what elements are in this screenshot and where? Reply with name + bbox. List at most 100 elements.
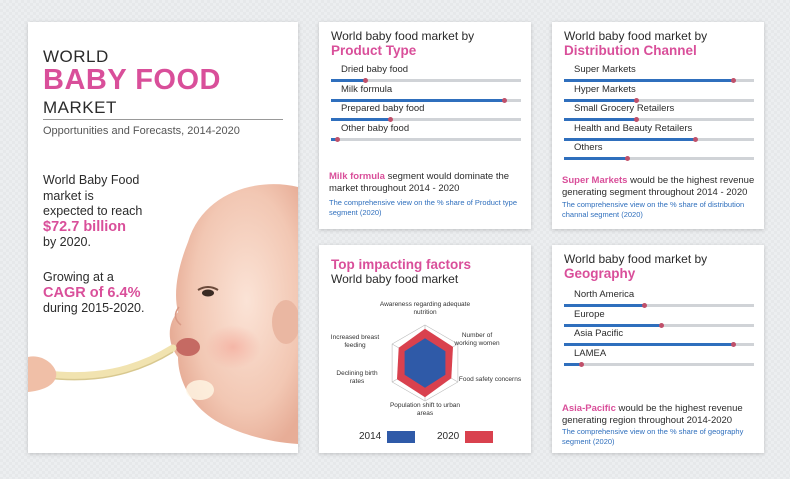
market-size-value: $72.7 billion: [43, 218, 126, 235]
bar: [564, 323, 661, 327]
bar-end-marker: [731, 78, 737, 83]
bar-row: Dried baby food: [331, 64, 521, 86]
bar-end-marker: [641, 303, 647, 308]
geography-card-title-accent: Geography: [564, 266, 636, 281]
bar-track: [564, 78, 754, 83]
headline-card: WORLD BABY FOOD MARKET Opportunities and…: [28, 22, 298, 453]
product-card-title-accent: Product Type: [331, 43, 417, 58]
cagr-line1: Growing at a: [43, 270, 114, 284]
cagr-value: CAGR of 6.4%: [43, 284, 141, 301]
bar-row: Hyper Markets: [564, 84, 754, 106]
bar-track: [564, 361, 754, 367]
bar-end-marker: [501, 97, 507, 103]
bar: [331, 118, 390, 121]
divider: [43, 119, 283, 120]
bar-track: [564, 322, 754, 328]
bar: [331, 98, 504, 102]
geography-note-text: would be the highest revenue generating …: [562, 403, 743, 426]
market-size-line2: market is: [43, 188, 94, 203]
bar-end-marker: [658, 322, 664, 328]
product-note: Milk formula segment would dominate the …: [329, 171, 524, 195]
bar-label: Europe: [574, 308, 605, 320]
market-size-text: World Baby Food market is expected to re…: [43, 173, 183, 251]
distribution-note: Super Markets would be the highest reven…: [562, 175, 757, 199]
bar-end-marker: [387, 117, 393, 122]
product-note-highlight: Milk formula: [329, 171, 385, 182]
radar-label-breast-feeding: Increased breast feeding: [330, 334, 380, 349]
bar-end-marker: [579, 361, 585, 367]
distribution-card-title-accent: Distribution Channel: [564, 43, 697, 58]
bar: [564, 118, 637, 121]
distribution-note-small: The comprehensive view on the % share of…: [562, 200, 745, 219]
legend-2014-swatch: [387, 431, 415, 443]
bar-label: Small Grocery Retailers: [574, 103, 675, 114]
bar: [564, 343, 734, 346]
bar-end-marker: [693, 136, 699, 142]
bar-label: North America: [574, 289, 635, 300]
bar-track: [564, 156, 754, 161]
radar-label-birth-rates: Declining birth rates: [336, 370, 378, 385]
bar-row: Prepared baby food: [331, 103, 521, 125]
bar-track: [564, 303, 754, 308]
bar-label: Health and Beauty Retailers: [574, 122, 693, 134]
bar: [564, 157, 627, 160]
geography-note-small: The comprehensive view on the % share of…: [562, 427, 744, 446]
factors-card-title: World baby food market: [331, 272, 459, 286]
bar-track: [331, 78, 521, 83]
bar-row: Others: [564, 142, 754, 164]
bar-label: Asia Pacific: [574, 328, 624, 339]
bar-track: [331, 97, 521, 103]
market-size-line4: by 2020.: [43, 235, 91, 249]
bar-end-marker: [634, 97, 640, 103]
radar-label-awareness: Awareness regarding adequate nutrition: [379, 301, 471, 316]
bar: [331, 79, 366, 82]
geography-card-title: World baby food market by: [564, 252, 708, 266]
market-size-line1: World Baby Food: [43, 173, 140, 187]
bar-end-marker: [624, 156, 630, 161]
bar-row: North America: [564, 289, 754, 311]
bar-row: Europe: [564, 309, 754, 331]
market-size-line3: expected to reach: [43, 204, 143, 218]
radar-label-food-safety: Food safety concerns: [458, 376, 522, 383]
bar-track: [564, 136, 754, 142]
factors-card-title-accent: Top impacting factors: [331, 257, 472, 272]
geography-note: Asia-Pacific would be the highest revenu…: [562, 403, 757, 427]
bar: [331, 137, 337, 141]
bar-row: Other baby food: [331, 123, 521, 145]
bar-label: LAMEA: [574, 347, 607, 359]
bar-track: [564, 97, 754, 103]
headline-market: MARKET: [43, 98, 117, 117]
impact-radar-chart: [391, 324, 459, 402]
bar-label: Prepared baby food: [341, 103, 425, 114]
bar: [564, 137, 696, 141]
bar-row: Health and Beauty Retailers: [564, 123, 754, 145]
headline-baby-food: BABY FOOD: [43, 64, 221, 96]
bar-end-marker: [731, 342, 737, 347]
product-note-text: segment would dominate the market throug…: [329, 171, 510, 194]
distribution-card-title: World baby food market by: [564, 29, 708, 43]
bar-end-marker: [363, 78, 369, 83]
bar: [564, 98, 637, 102]
bar: [564, 362, 582, 366]
cagr-text: Growing at a CAGR of 6.4% during 2015-20…: [43, 270, 183, 317]
bar-label: Dried baby food: [341, 64, 409, 75]
radar-label-working-women: Number of working women: [454, 332, 500, 347]
bar-label: Super Markets: [574, 64, 636, 75]
distribution-card: World baby food market by Distribution C…: [552, 22, 764, 229]
bar: [564, 79, 734, 82]
bar-label: Hyper Markets: [574, 83, 636, 95]
legend-2020-swatch: [465, 431, 493, 443]
bar-row: Milk formula: [331, 84, 521, 106]
bar-track: [564, 117, 754, 122]
legend-2014-label: 2014: [359, 431, 382, 442]
bar-track: [331, 117, 521, 122]
product-note-small: The comprehensive view on the % share of…: [329, 198, 518, 217]
cagr-line2: during 2015-2020.: [43, 301, 145, 315]
factors-card: Top impacting factors World baby food ma…: [319, 245, 531, 453]
radar-label-urban: Population shift to urban areas: [389, 402, 461, 417]
bar-label: Other baby food: [341, 122, 410, 134]
legend-2020-label: 2020: [437, 431, 460, 442]
geography-card: World baby food market by Geography Nort…: [552, 245, 764, 453]
baby-photo: [28, 184, 298, 444]
bar-track: [564, 342, 754, 347]
